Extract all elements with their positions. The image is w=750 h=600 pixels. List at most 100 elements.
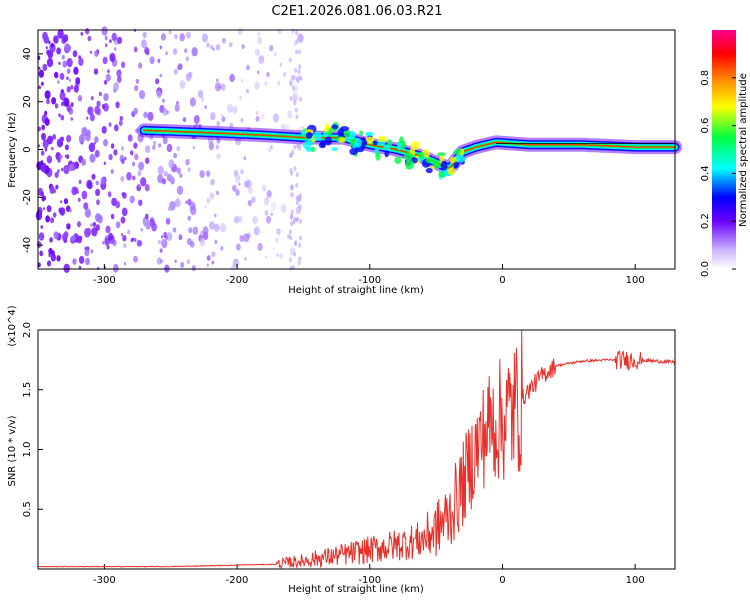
spectrogram-noise-blob [42,63,48,72]
spectrogram-noise-blob [246,64,250,71]
spectrogram-noise-blob [213,223,220,232]
spectrogram-noise-blob [51,97,57,105]
spectrogram-noise-blob [94,136,99,143]
spectrogram-noise-blob [295,30,299,36]
spectrogram-noise-blob [145,213,149,219]
spectrogram-noise-blob [70,102,74,107]
spectrogram-noise-blob [168,30,172,35]
spectrogram-ridge-blob [372,140,378,146]
spectrogram-noise-blob [292,89,298,98]
spectrogram-noise-blob [37,126,42,132]
spectrogram-noise-blob [179,173,183,178]
colorbar-tick-label: 0.8 [700,70,711,86]
spectrogram-noise-blob [166,232,173,241]
spectrogram-noise-blob [268,147,272,153]
spectrogram-x-tick-label: -100 [358,275,381,286]
spectrogram-ridge [137,122,682,180]
spectrogram-noise-blob [78,255,85,264]
spectrogram-noise-blob [172,48,178,55]
spectrogram-noise-blob [272,246,275,251]
spectrogram-noise-blob [289,80,293,86]
spectrogram-noise-blob [78,179,82,184]
spectrogram-noise-blob [293,251,297,257]
spectrogram-noise-blob [239,95,242,100]
spectrogram-noise-blob [147,111,154,121]
spectrogram-noise-blob [161,33,166,41]
spectrogram-noise-blob [45,46,48,50]
spectrogram-noise-blob [95,180,99,186]
spectrogram-noise-blob [269,45,274,52]
spectrogram-noise-blob [210,44,214,50]
spectrogram-noise-blob [290,75,294,80]
spectrogram-noise-blob [168,206,171,211]
spectrogram-noise-blob [280,204,287,213]
spectrogram-noise-blob [52,212,57,218]
spectrogram-ridge-blob [365,131,374,137]
spectrogram-noise-blob [236,243,241,251]
spectrogram-noise-blob [84,228,91,238]
spectrogram-noise-blob [288,57,292,63]
spectrogram-noise-blob [293,166,297,171]
spectrogram-noise-blob [214,213,217,218]
spectrogram-noise-blob [145,157,150,164]
spectrogram-noise-blob [158,240,162,245]
spectrogram-frame [37,29,676,270]
spectrogram-noise-blob [63,198,69,205]
spectrogram-noise-blob [174,33,178,40]
spectrogram-noise-blob [57,80,60,84]
spectrogram-ridge-blob [447,167,456,176]
spectrogram-noise-blob [179,80,186,89]
spectrogram-noise-blob [93,68,99,75]
spectrogram-noise-blob [289,265,293,271]
spectrogram-noise-blob [69,78,71,82]
spectrogram-noise-blob [277,80,281,86]
spectrogram-noise-blob [47,260,51,267]
spectrogram-noise-blob [46,98,50,105]
spectrogram-noise-blob [191,46,198,57]
spectrogram-noise-blob [103,161,106,165]
spectrogram-noise-blob [187,167,191,172]
spectrogram-noise-blob [270,212,273,216]
spectrogram-ridge-blob [354,138,362,148]
spectrogram-noise-blob [215,144,220,150]
snr-y-tick-label: 1.5 [22,382,33,398]
spectrogram-noise-blob [152,145,156,150]
spectrogram-noise-blob [298,64,302,70]
spectrogram-noise-blob [244,257,247,261]
spectrogram-noise-blob [161,238,168,249]
spectrogram-noise-blob [42,195,47,201]
spectrogram-noise-blob [137,184,141,189]
spectrogram-noise-blob [289,235,293,241]
spectrogram-noise-blob [54,171,59,178]
spectrogram-noise-blob [191,265,196,272]
spectrogram-noise-blob [138,62,143,69]
spectrogram-noise-blob [216,153,221,160]
spectrogram-noise-blob [296,143,300,149]
spectrogram-noise-blob [176,101,179,105]
spectrogram-ridge-blob [453,161,459,169]
spectrogram-noise-blob [161,235,164,239]
spectrogram-noise-blob [157,165,164,175]
colorbar-label: Normalized spectral amplitude [738,73,749,227]
spectrogram-noise-blob [117,75,122,83]
spectrogram-noise-blob [295,39,299,45]
spectrogram-ridge-blob [433,161,441,169]
snr-x-tick-label: -100 [358,575,381,586]
spectrogram-ridge-blob [397,141,402,151]
spectrogram-noise-blob [298,204,302,209]
spectrogram-noise-blob [84,248,90,257]
spectrogram-noise-blob [81,126,88,137]
spectrogram-ridge-blob [410,141,421,150]
spectrogram-noise-blob [260,113,265,120]
colorbar-tick-label: 0.6 [700,118,711,134]
spectrogram-noise-blob [165,51,168,55]
spectrogram-noise-blob [289,214,293,220]
spectrogram-noise-blob [41,132,46,141]
spectrogram-noise-blob [78,134,85,144]
spectrogram-noise-blob [123,243,127,248]
spectrogram-noise-blob [85,257,90,266]
spectrogram-noise-blob [123,262,127,266]
spectrogram-noise-blob [53,231,59,240]
spectrogram-noise-blob [290,192,294,198]
spectrogram-noise-blob [50,43,54,48]
